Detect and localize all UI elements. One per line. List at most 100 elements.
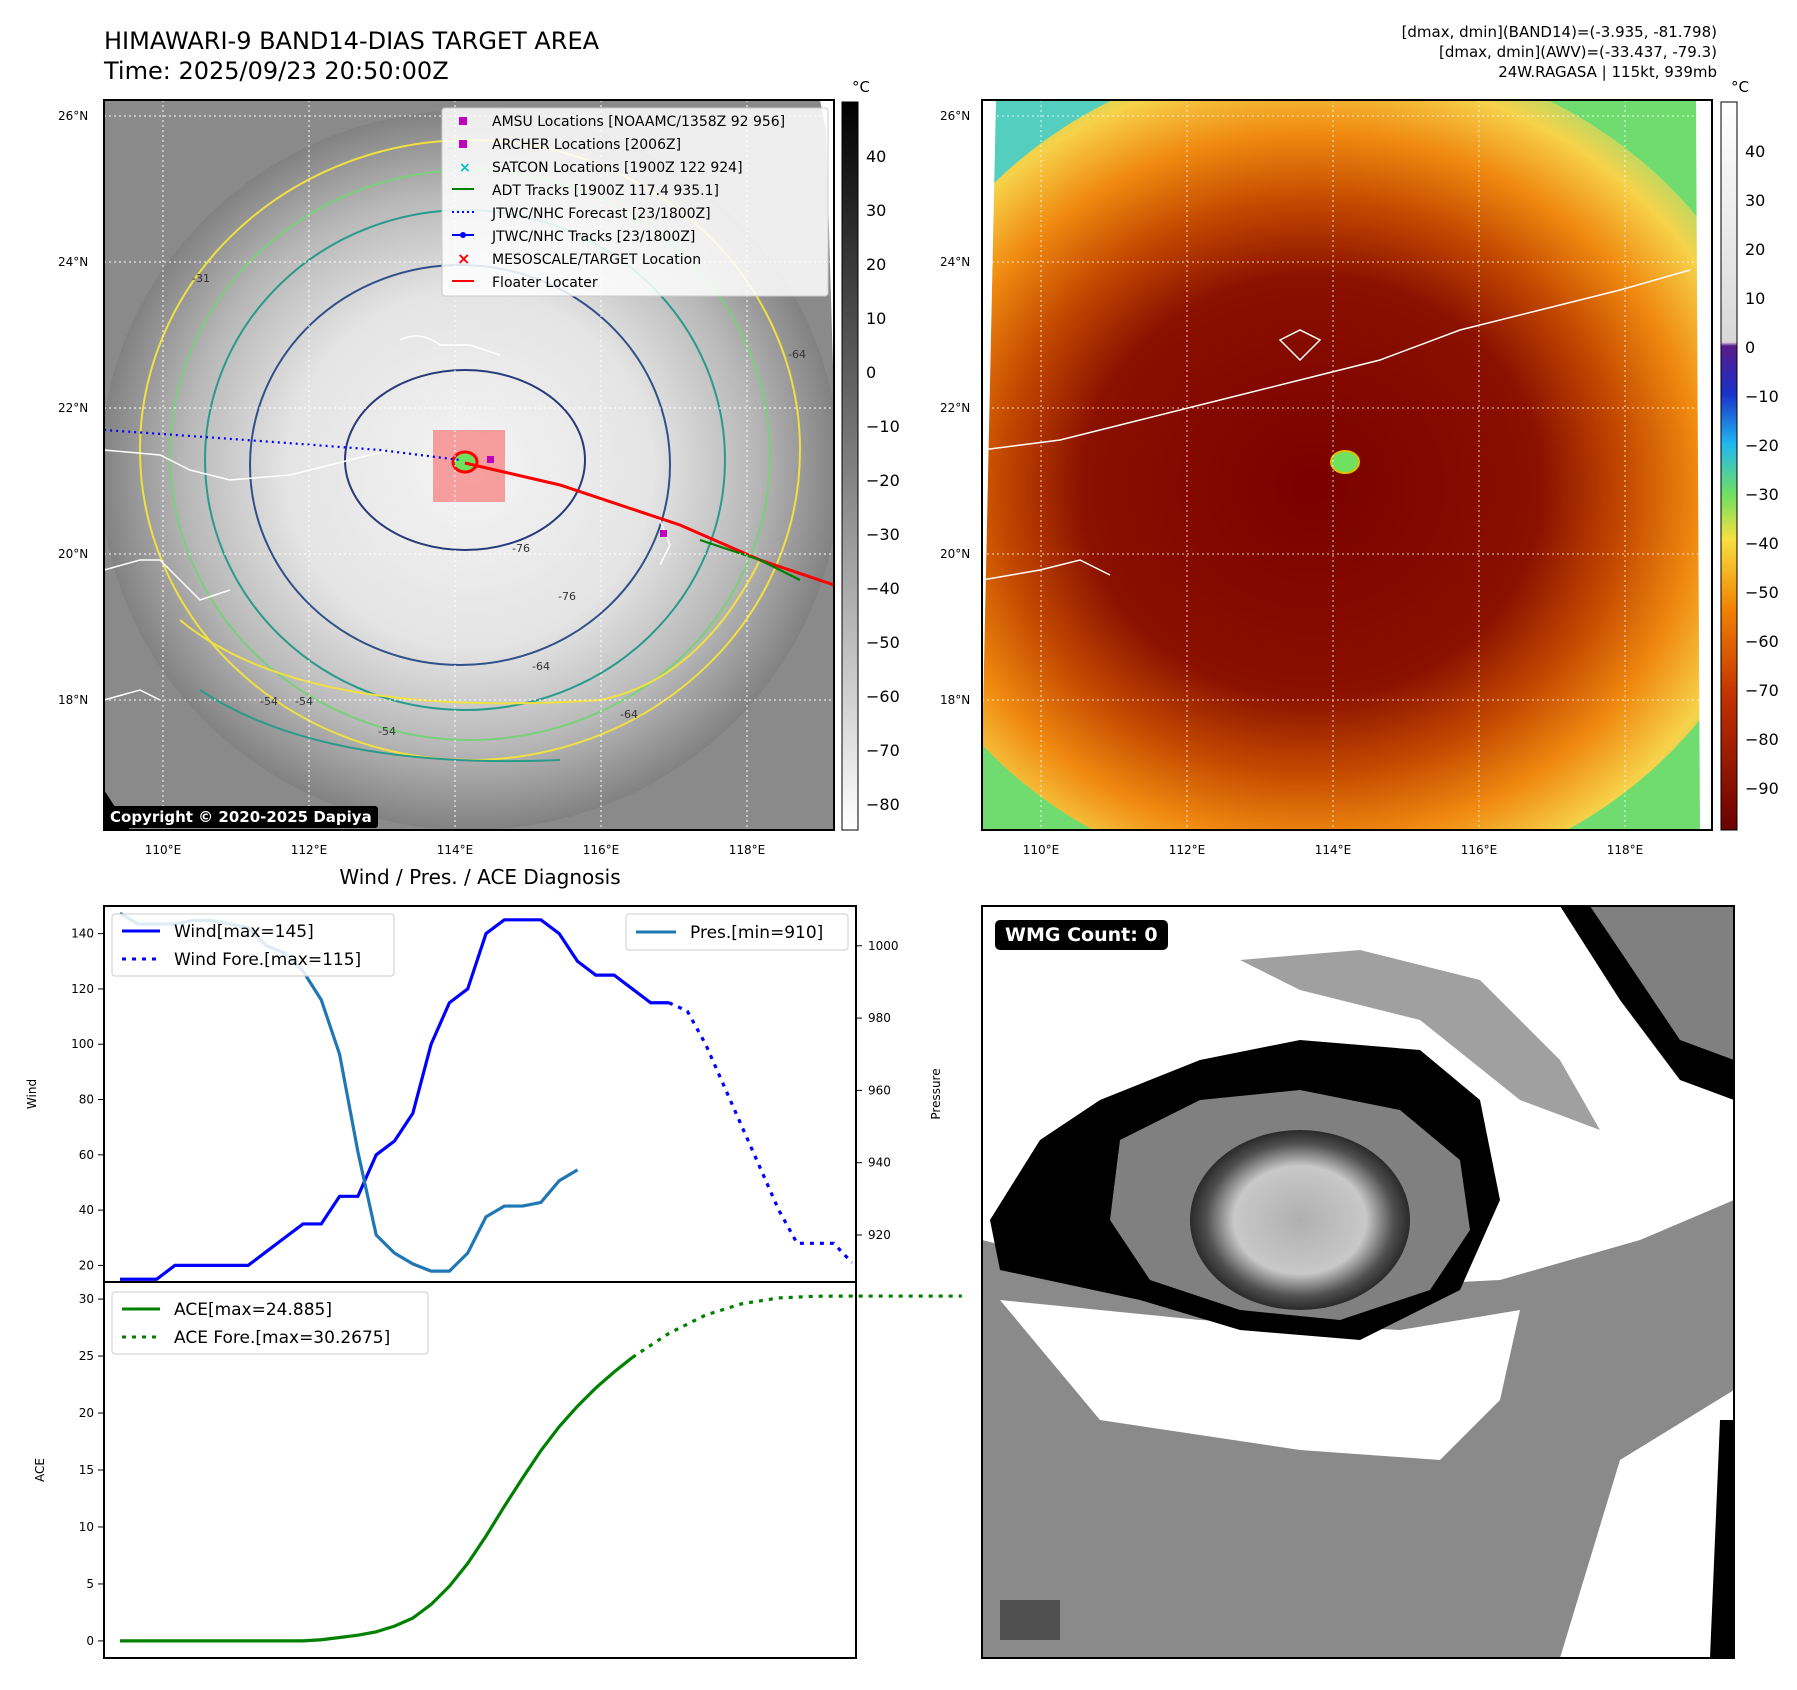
contour-label: -54 <box>378 725 396 738</box>
lat-label: 26°N <box>58 109 88 123</box>
colorbar-tick: 30 <box>866 201 886 220</box>
ace-chart: 0 5 10 15 20 25 30 <box>79 1292 962 1648</box>
colorbar-tick: −90 <box>1745 779 1779 798</box>
legend-entry: ARCHER Locations [2006Z] <box>492 137 681 153</box>
y-tick-label: 5 <box>86 1577 94 1591</box>
contour-label: -31 <box>192 272 210 285</box>
lat-label: 18°N <box>58 693 88 707</box>
legend-entry: JTWC/NHC Tracks [23/1800Z] <box>491 229 695 245</box>
lat-label: 20°N <box>940 547 970 561</box>
right-colorized-map <box>982 100 1712 830</box>
stats-line-3: 24W.RAGASA | 115kt, 939mb <box>1498 63 1717 81</box>
ace-legend: ACE[max=24.885] ACE Fore.[max=30.2675] <box>111 1291 429 1355</box>
y2-tick-label: 920 <box>868 1228 891 1242</box>
contour-label: -64 <box>532 660 550 673</box>
lat-label: 22°N <box>58 401 88 415</box>
series-line <box>120 1356 634 1643</box>
y2-tick-label: 940 <box>868 1156 891 1170</box>
legend-entry: MESOSCALE/TARGET Location <box>492 252 701 268</box>
lon-label: 112°E <box>1169 843 1206 857</box>
colorbar-tick: −30 <box>1745 485 1779 504</box>
legend-entry: Floater Locater <box>492 275 598 291</box>
colorbar-tick: −20 <box>1745 436 1779 455</box>
colorbar-tick: 0 <box>1745 338 1755 357</box>
lon-label: 114°E <box>1315 843 1352 857</box>
legend-entry: ADT Tracks [1900Z 117.4 935.1] <box>492 183 719 199</box>
colorbar-tick: 0 <box>866 363 876 382</box>
lon-label: 118°E <box>729 843 766 857</box>
y-tick-label: 30 <box>79 1292 94 1306</box>
colorbar-tick: −60 <box>866 687 900 706</box>
stats-line-2: [dmax, dmin](AWV)=(-33.437, -79.3) <box>1438 43 1717 61</box>
lon-label: 116°E <box>1461 843 1498 857</box>
legend-x-icon: × <box>457 249 470 268</box>
title-line-1: HIMAWARI-9 BAND14-DIAS TARGET AREA <box>104 27 600 55</box>
y-tick-label: 20 <box>79 1406 94 1420</box>
left-lat-labels: 26°N 24°N 22°N 20°N 18°N <box>58 109 88 707</box>
colorbar-tick: −40 <box>1745 534 1779 553</box>
colorbar-tick: −70 <box>1745 681 1779 700</box>
colorbar-tick: 10 <box>866 309 886 328</box>
y-tick-label: 25 <box>79 1349 94 1363</box>
legend-entry: Wind[max=145] <box>174 922 314 942</box>
figure-title: HIMAWARI-9 BAND14-DIAS TARGET AREA Time:… <box>104 26 599 86</box>
colorbar-tick: 40 <box>866 147 886 166</box>
contour-label: -64 <box>620 708 638 721</box>
lat-label: 26°N <box>940 109 970 123</box>
legend-entry: Pres.[min=910] <box>690 923 823 943</box>
colorbar-tick: −80 <box>1745 730 1779 749</box>
lat-label: 22°N <box>940 401 970 415</box>
colorbar-tick: −50 <box>1745 583 1779 602</box>
lon-label: 110°E <box>1023 843 1060 857</box>
lat-label: 18°N <box>940 693 970 707</box>
y-tick-label: 15 <box>79 1463 94 1477</box>
colorbar-tick: 40 <box>1745 142 1765 161</box>
title-line-2: Time: 2025/09/23 20:50:00Z <box>104 57 449 85</box>
y-tick-label: 120 <box>71 982 94 996</box>
colorbar-tick: −10 <box>866 417 900 436</box>
lon-label: 114°E <box>437 843 474 857</box>
colorbar-tick: −40 <box>866 579 900 598</box>
y-tick-label: 10 <box>79 1520 94 1534</box>
y-tick-label: 100 <box>71 1037 94 1051</box>
contour-label: -76 <box>558 590 576 603</box>
map-legend: × × AMSU Locations [NOAAMC/1358Z 92 956]… <box>441 107 829 297</box>
left-lon-labels: 110°E 112°E 114°E 116°E 118°E <box>145 843 766 857</box>
colorbar-tick: −30 <box>866 525 900 544</box>
y-tick-label: 60 <box>79 1148 94 1162</box>
colorbar-tick: −70 <box>866 741 900 760</box>
colorbar-tick: −10 <box>1745 387 1779 406</box>
series-line <box>120 918 669 1281</box>
stats-block: [dmax, dmin](BAND14)=(-3.935, -81.798) [… <box>1402 22 1717 82</box>
y-tick-label: 40 <box>79 1203 94 1217</box>
lon-label: 118°E <box>1607 843 1644 857</box>
y-tick-label: 80 <box>79 1093 94 1107</box>
legend-entry: ACE[max=24.885] <box>174 1300 332 1320</box>
legend-entry: AMSU Locations [NOAAMC/1358Z 92 956] <box>492 114 785 130</box>
colorbar-tick: −20 <box>866 471 900 490</box>
legend-entry: Wind Fore.[max=115] <box>174 950 361 970</box>
stats-line-1: [dmax, dmin](BAND14)=(-3.935, -81.798) <box>1401 23 1717 41</box>
y-tick-label: 0 <box>86 1634 94 1648</box>
right-lat-labels: 26°N 24°N 22°N 20°N 18°N <box>940 109 970 707</box>
pressure-axis-label: Pressure <box>929 1068 943 1119</box>
colorbar-tick: −80 <box>866 795 900 814</box>
legend-entry: ACE Fore.[max=30.2675] <box>174 1328 390 1348</box>
y2-tick-label: 1000 <box>868 939 899 953</box>
colorbar-tick: 20 <box>1745 240 1765 259</box>
series-line <box>631 1294 962 1359</box>
legend-square-icon <box>459 140 467 148</box>
colorbar-tick: 30 <box>1745 191 1765 210</box>
lon-label: 112°E <box>291 843 328 857</box>
lat-label: 20°N <box>58 547 88 561</box>
wind-legend: Wind[max=145] Wind Fore.[max=115] <box>111 913 395 977</box>
wmg-count-badge: WMG Count: 0 <box>995 920 1168 950</box>
colorbar-unit: °C <box>852 78 870 96</box>
lon-label: 110°E <box>145 843 182 857</box>
chart-title: Wind / Pres. / ACE Diagnosis <box>339 865 620 889</box>
series-line <box>668 1001 854 1264</box>
lon-label: 116°E <box>583 843 620 857</box>
y-tick-label: 140 <box>71 927 94 941</box>
y2-tick-label: 980 <box>868 1011 891 1025</box>
